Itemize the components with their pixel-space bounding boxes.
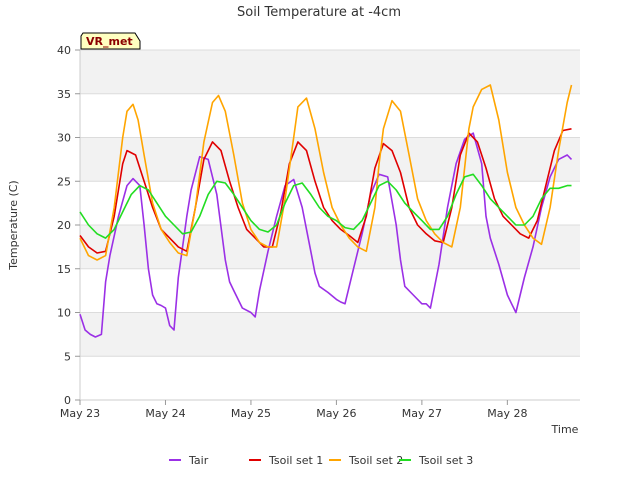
vr-met-badge: VR_met — [80, 32, 141, 50]
plot-band — [80, 137, 580, 182]
legend-label-tsoil-set-1: Tsoil set 1 — [268, 454, 323, 467]
legend-label-tsoil-set-2: Tsoil set 2 — [348, 454, 403, 467]
plot-band — [80, 50, 580, 94]
y-tick-label: 20 — [57, 219, 71, 232]
legend-label-tsoil-set-3: Tsoil set 3 — [418, 454, 473, 467]
y-axis-ticks: 0 5 10 15 20 25 30 35 40 — [57, 44, 80, 407]
y-tick-label: 15 — [57, 263, 71, 276]
plot-band — [80, 312, 580, 357]
x-axis-ticks: May 23 May 24 May 25 May 26 May 27 May 28 — [60, 400, 527, 420]
chart-title: Soil Temperature at -4cm — [237, 5, 401, 20]
x-tick-label: May 23 — [60, 407, 100, 420]
badge-shape — [80, 32, 141, 50]
x-tick-label: May 26 — [316, 407, 356, 420]
y-tick-label: 30 — [57, 132, 71, 145]
y-tick-label: 10 — [57, 307, 71, 320]
y-tick-label: 35 — [57, 88, 71, 101]
y-tick-label: 40 — [57, 44, 71, 57]
y-tick-label: 0 — [64, 394, 71, 407]
y-axis-label: Temperature (C) — [7, 180, 20, 270]
series-line-tsoil-set-3 — [79, 173, 572, 239]
y-tick-label: 5 — [64, 350, 71, 363]
grid-lines — [80, 49, 580, 401]
series-line-tsoil-set-2 — [79, 84, 573, 261]
badge-label: VR_met — [86, 35, 133, 48]
x-axis-label: Time — [551, 423, 579, 436]
legend: Tair Tsoil set 1 Tsoil set 2 Tsoil set 3 — [169, 454, 473, 467]
x-tick-label: May 27 — [402, 407, 442, 420]
x-tick-label: May 25 — [231, 407, 271, 420]
legend-label-tair: Tair — [188, 454, 209, 467]
series-lines — [79, 84, 573, 338]
plot-band — [80, 225, 580, 269]
x-tick-label: May 24 — [145, 407, 185, 420]
x-tick-label: May 28 — [487, 407, 527, 420]
y-tick-label: 25 — [57, 175, 71, 188]
